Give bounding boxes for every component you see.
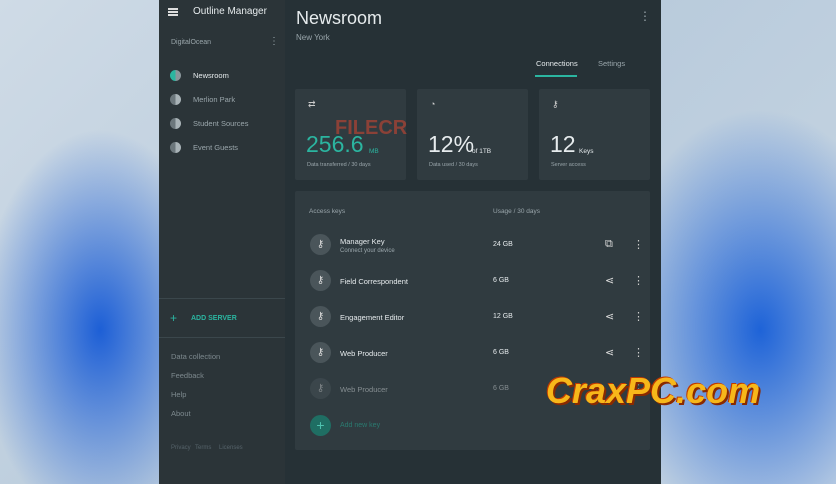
- key-usage: 6 GB: [493, 385, 509, 392]
- key-icon: ⚷: [310, 234, 331, 255]
- key-icon: ⚷: [310, 306, 331, 327]
- stat-icon: ⇄: [308, 99, 316, 109]
- key-menu[interactable]: ⋮: [633, 347, 644, 359]
- key-menu[interactable]: ⋮: [633, 383, 644, 395]
- provider: DigitalOcean: [171, 39, 212, 46]
- key-usage: 6 GB: [493, 349, 509, 356]
- watermark: FILECR: [335, 117, 408, 139]
- sidebar-link[interactable]: Feedback: [171, 371, 204, 380]
- share-button[interactable]: ⋖: [605, 275, 615, 287]
- key-icon: ⚷: [310, 378, 331, 399]
- server-name: Newsroom: [296, 8, 383, 28]
- stat-value: 12: [550, 131, 576, 157]
- stat-unit: of 1TB: [472, 148, 492, 155]
- sidebar-link[interactable]: Help: [171, 390, 187, 399]
- divider: [159, 337, 285, 338]
- server-name[interactable]: Newsroom: [193, 71, 229, 80]
- key-name: Web Producer: [340, 349, 388, 358]
- stat-icon: ⚷: [552, 99, 559, 109]
- server-location: New York: [296, 33, 330, 42]
- add-key[interactable]: Add new key: [340, 422, 381, 429]
- footer-link[interactable]: Licenses: [219, 445, 243, 451]
- key-name: Manager Key: [340, 237, 385, 246]
- stat-unit: Keys: [579, 148, 594, 155]
- divider: [159, 298, 285, 299]
- stat-card: ⇄ 256.6 MB Data transferred / 30 days: [295, 89, 406, 180]
- main-panel: Newsroom New York ⋮ Connections Settings…: [285, 0, 661, 484]
- keys-card: Access keys Usage / 30 days ⚷ Manager Key…: [295, 191, 650, 450]
- key-menu[interactable]: ⋮: [633, 311, 644, 323]
- server-menu[interactable]: ⋮: [639, 9, 651, 23]
- stat-caption: Server access: [551, 162, 586, 168]
- key-menu[interactable]: ⋮: [633, 275, 644, 287]
- footer-link[interactable]: Terms: [195, 445, 212, 451]
- key-name: Web Producer: [340, 385, 388, 394]
- stat-unit: MB: [369, 148, 379, 155]
- sidebar: Outline Manager DigitalOcean ⋮ + ADD SER…: [159, 0, 285, 484]
- key-subtitle: Connect your device: [340, 248, 395, 254]
- column-header: Usage / 30 days: [493, 208, 540, 215]
- tab[interactable]: Connections: [536, 59, 578, 68]
- stat-value: 12%: [428, 131, 475, 157]
- key-icon: ⚷: [310, 270, 331, 291]
- add-server[interactable]: ADD SERVER: [191, 315, 237, 322]
- sidebar-link[interactable]: Data collection: [171, 352, 221, 361]
- server-name[interactable]: Merlion Park: [193, 95, 236, 104]
- stat-card: ⚷ 12 Keys Server access: [539, 89, 650, 180]
- add-key-icon[interactable]: +: [310, 415, 331, 436]
- column-header: Access keys: [309, 208, 346, 215]
- sidebar-link[interactable]: About: [171, 409, 191, 418]
- server-name[interactable]: Event Guests: [193, 143, 239, 152]
- server-name[interactable]: Student Sources: [193, 119, 249, 128]
- key-name: Engagement Editor: [340, 313, 405, 322]
- stat-caption: Data transferred / 30 days: [307, 162, 371, 168]
- share-button[interactable]: ⧉: [605, 238, 613, 250]
- add-icon[interactable]: +: [170, 311, 178, 325]
- server-icon: [170, 70, 181, 81]
- stat-card: ◔ 12% of 1TB Data used / 30 days: [417, 89, 528, 180]
- key-usage: 12 GB: [493, 313, 513, 320]
- footer-link[interactable]: Privacy: [171, 445, 191, 451]
- tab[interactable]: Settings: [598, 59, 626, 68]
- watermark: CraxPC.com: [546, 370, 761, 411]
- stat-icon: ◔: [430, 99, 436, 109]
- share-button[interactable]: ⋖: [605, 347, 615, 359]
- key-menu[interactable]: ⋮: [633, 239, 644, 251]
- stat-value: 256.6: [306, 131, 364, 157]
- server-icon: [170, 94, 181, 105]
- key-icon: ⚷: [310, 342, 331, 363]
- tab-indicator: [535, 75, 577, 77]
- key-usage: 24 GB: [493, 241, 513, 248]
- server-icon: [170, 118, 181, 129]
- provider-menu[interactable]: ⋮: [269, 36, 279, 47]
- server-icon: [170, 142, 181, 153]
- key-usage: 6 GB: [493, 277, 509, 284]
- key-name: Field Correspondent: [340, 277, 408, 286]
- stat-caption: Data used / 30 days: [429, 162, 478, 168]
- menu-icon[interactable]: [168, 8, 178, 16]
- app-title: Outline Manager: [193, 6, 267, 17]
- share-button[interactable]: ⋖: [605, 311, 615, 323]
